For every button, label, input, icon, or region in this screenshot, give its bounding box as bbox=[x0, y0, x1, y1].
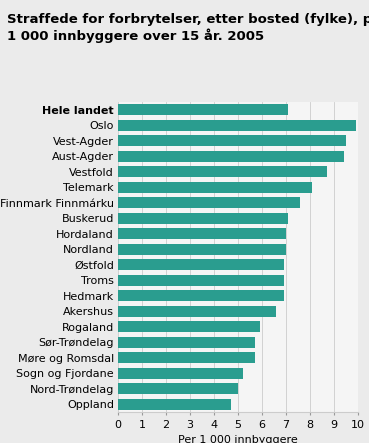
Bar bbox=[118, 104, 289, 115]
Bar bbox=[118, 337, 255, 348]
Bar bbox=[118, 151, 344, 162]
Bar bbox=[118, 182, 312, 193]
Bar bbox=[118, 290, 284, 301]
Bar bbox=[118, 383, 238, 394]
Bar bbox=[118, 166, 327, 177]
Bar bbox=[118, 259, 284, 270]
Bar bbox=[118, 399, 231, 410]
Bar bbox=[118, 352, 255, 363]
X-axis label: Per 1 000 innbyggere: Per 1 000 innbyggere bbox=[178, 435, 298, 443]
Text: Straffede for forbrytelser, etter bosted (fylke), per
1 000 innbyggere over 15 å: Straffede for forbrytelser, etter bosted… bbox=[7, 13, 369, 43]
Bar bbox=[118, 244, 286, 255]
Bar bbox=[118, 197, 300, 208]
Bar bbox=[118, 213, 289, 224]
Bar bbox=[118, 306, 276, 317]
Bar bbox=[118, 228, 286, 239]
Bar bbox=[118, 135, 346, 146]
Bar bbox=[118, 275, 284, 286]
Bar bbox=[118, 368, 243, 379]
Bar bbox=[118, 321, 260, 332]
Bar bbox=[118, 120, 356, 131]
